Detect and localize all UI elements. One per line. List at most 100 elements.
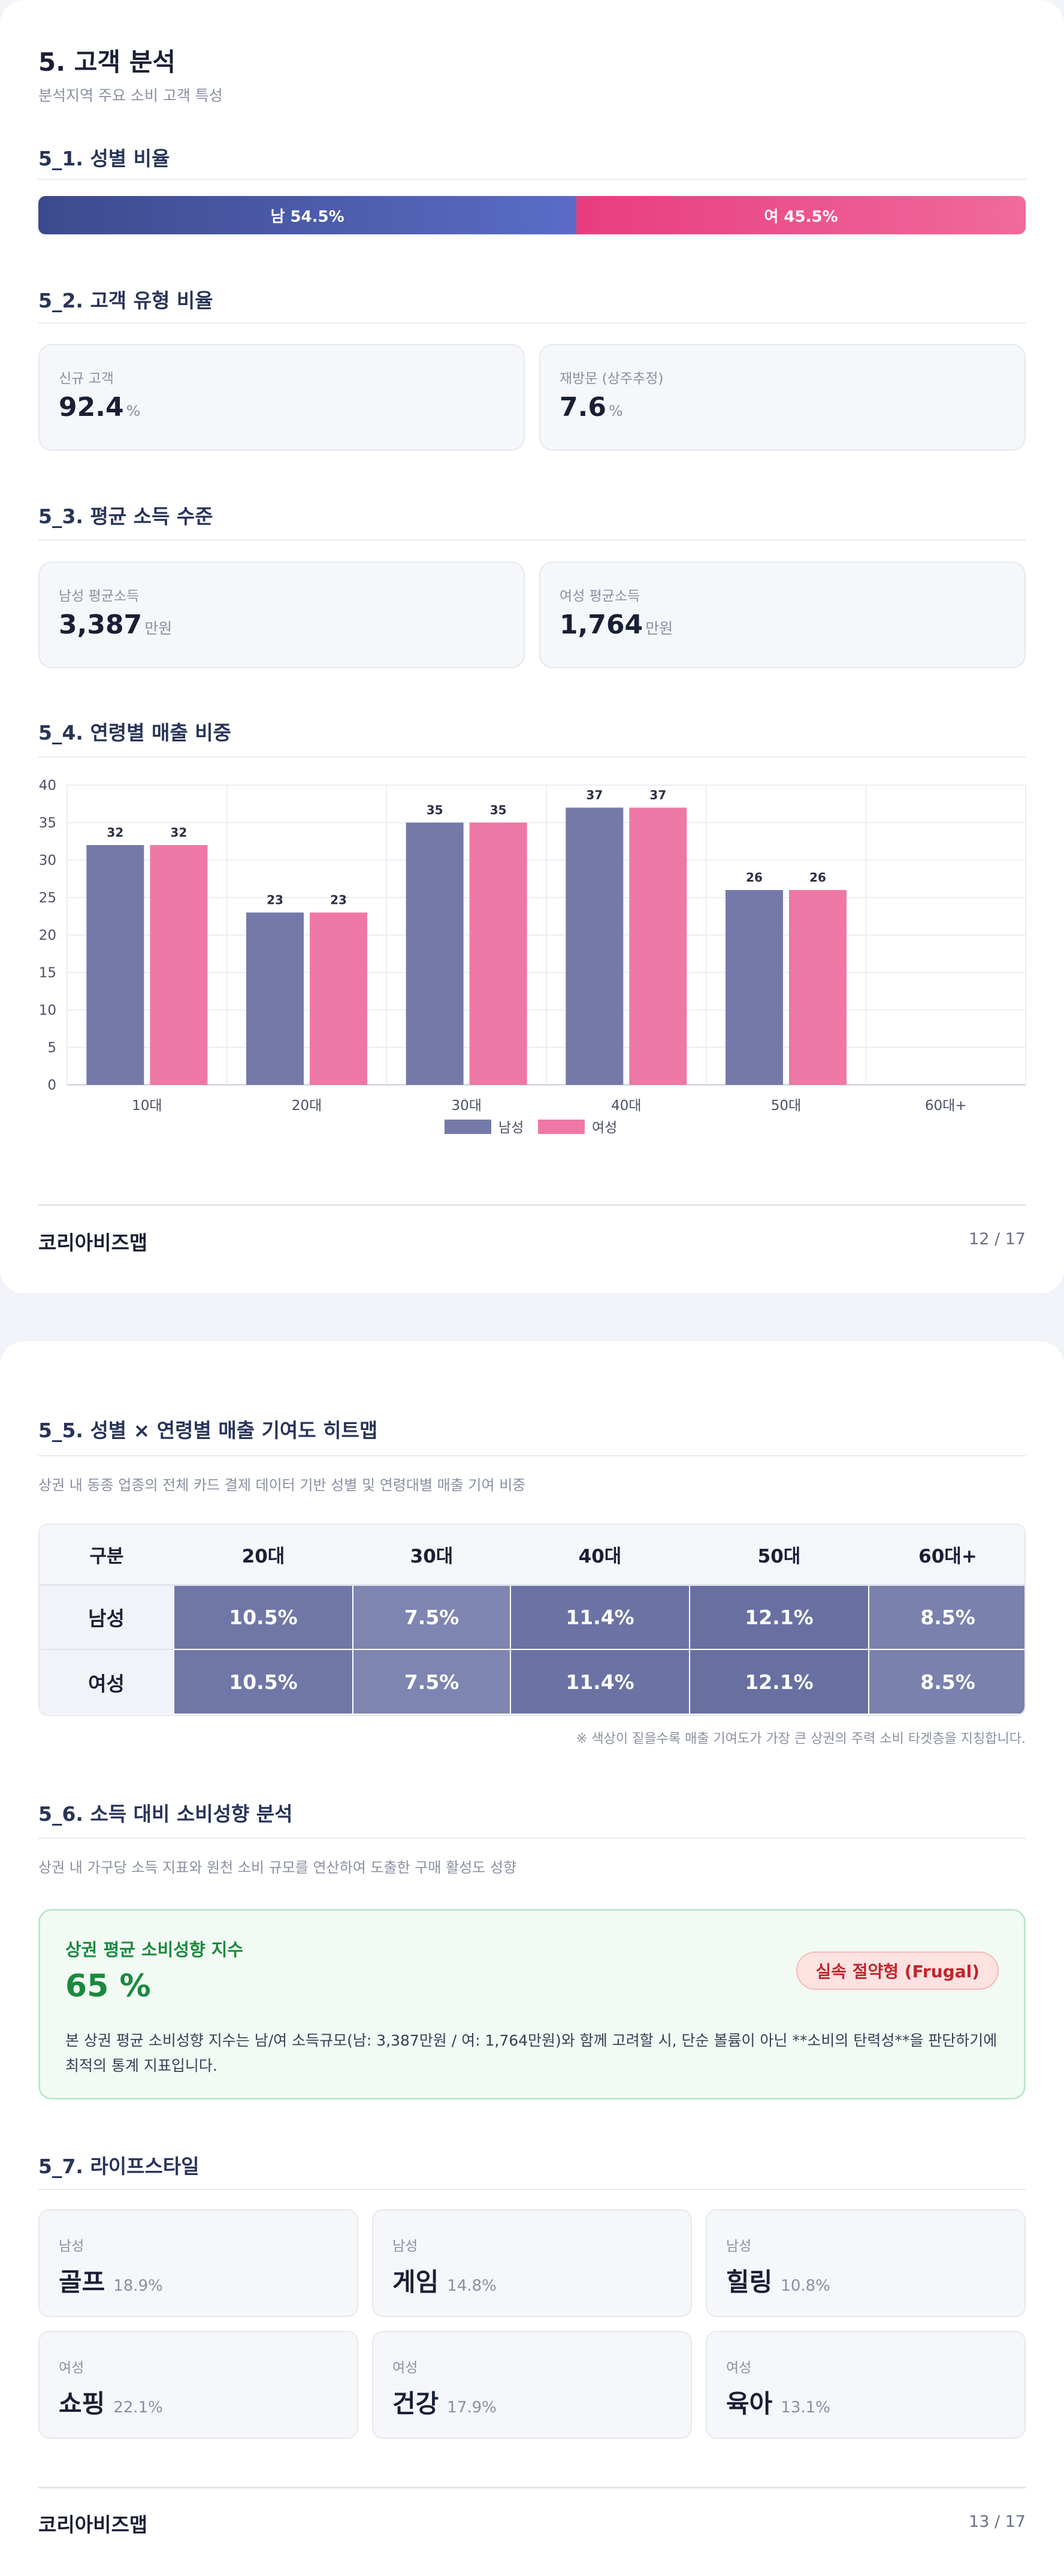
return-customer-value: 7.6% bbox=[560, 392, 623, 423]
lifestyle-name: 육아 13.1% bbox=[726, 2389, 830, 2418]
bar-female bbox=[469, 822, 527, 1085]
heatmap-cell: 8.5% bbox=[868, 1649, 1024, 1715]
bar-male bbox=[406, 822, 464, 1085]
y-tick-label: 5 bbox=[47, 1040, 56, 1056]
new-customer-label: 신규 고객 bbox=[59, 371, 114, 387]
male-income-card: 남성 평균소득 3,387 만원 bbox=[38, 562, 525, 668]
propensity-value: 65 % bbox=[65, 1968, 151, 2004]
age-sales-chart: 0 5 10 15 20 25 30 35 40 32 32 10대 23 23 20대 35 35 30대 37 3… bbox=[39, 778, 1026, 1136]
page-title: 5. 고객 분석 bbox=[38, 47, 176, 77]
lifestyle-gender: 여성 bbox=[392, 2360, 418, 2376]
lifestyle-name: 골프 18.9% bbox=[59, 2267, 163, 2297]
section-divider bbox=[38, 322, 1026, 324]
new-customer-card: 신규 고객 92.4% bbox=[38, 344, 525, 451]
y-tick-label: 35 bbox=[39, 816, 56, 831]
legend-label: 남성 bbox=[498, 1120, 524, 1136]
propensity-card-title: 상권 평균 소비성향 지수 bbox=[65, 1939, 244, 1960]
lifestyle-gender: 여성 bbox=[726, 2360, 752, 2376]
heatmap-header-label: 구분 bbox=[40, 1525, 174, 1586]
male-income-label: 남성 평균소득 bbox=[59, 589, 140, 604]
heatmap-cell: 12.1% bbox=[689, 1649, 869, 1715]
lifestyle-name: 힐링 10.8% bbox=[726, 2267, 830, 2297]
heatmap-title: 5_5. 성별 × 연령별 매출 기여도 히트맵 bbox=[38, 1419, 378, 1442]
lifestyle-title: 5_7. 라이프스타일 bbox=[38, 2155, 200, 2178]
bar-data-label: 35 bbox=[490, 803, 507, 818]
bar-data-label: 32 bbox=[170, 825, 187, 840]
lifestyle-card: 남성 게임 14.8% bbox=[372, 2209, 692, 2317]
bar-female bbox=[789, 890, 847, 1085]
footer-brand: 코리아비즈맵 bbox=[38, 2513, 148, 2536]
y-tick-label: 15 bbox=[39, 966, 56, 981]
legend-label: 여성 bbox=[592, 1120, 617, 1136]
male-income-value: 3,387 만원 bbox=[59, 610, 173, 640]
legend-swatch bbox=[445, 1120, 491, 1134]
bar-data-label: 23 bbox=[267, 893, 283, 907]
lifestyle-gender: 남성 bbox=[59, 2239, 84, 2254]
income-title: 5_3. 평균 소득 수준 bbox=[38, 505, 213, 528]
section-divider bbox=[38, 1455, 1026, 1456]
bar-female bbox=[150, 845, 208, 1085]
heatmap-row-female: 여성 10.5% 7.5% 11.4% 12.1% 8.5% bbox=[40, 1649, 1024, 1715]
report-page-12: 5. 고객 분석 분석지역 주요 소비 고객 특성 5_1. 성별 비율 남 5… bbox=[0, 0, 1064, 1293]
y-tick-label: 40 bbox=[39, 778, 56, 794]
bar-data-label: 37 bbox=[649, 788, 666, 803]
y-tick-label: 30 bbox=[39, 853, 56, 868]
lifestyle-card: 남성 골프 18.9% bbox=[38, 2209, 358, 2317]
page-number: 12 / 17 bbox=[969, 1230, 1026, 1248]
bar-male bbox=[566, 807, 624, 1085]
bar-data-label: 35 bbox=[427, 803, 443, 818]
page-subtitle: 분석지역 주요 소비 고객 특성 bbox=[38, 87, 223, 104]
heatmap-row-label: 여성 bbox=[40, 1649, 174, 1714]
bar-data-label: 32 bbox=[107, 825, 123, 840]
bar-male bbox=[246, 912, 304, 1085]
lifestyle-gender: 남성 bbox=[392, 2239, 418, 2254]
heatmap-col-header: 40대 bbox=[510, 1525, 690, 1586]
page-number: 13 / 17 bbox=[969, 2512, 1026, 2531]
female-income-value: 1,764 만원 bbox=[560, 610, 673, 640]
heatmap-cell: 8.5% bbox=[868, 1584, 1024, 1650]
section-divider bbox=[38, 179, 1026, 180]
footer-divider bbox=[38, 2487, 1026, 2488]
bar-male bbox=[86, 845, 144, 1085]
legend-swatch bbox=[538, 1120, 585, 1134]
bar-data-label: 23 bbox=[330, 893, 347, 907]
propensity-title: 5_6. 소득 대비 소비성향 분석 bbox=[38, 1802, 293, 1826]
lifestyle-pct: 18.9% bbox=[113, 2277, 163, 2295]
section-divider bbox=[38, 2189, 1026, 2190]
section-divider bbox=[38, 1838, 1026, 1839]
heatmap-col-header: 50대 bbox=[690, 1525, 869, 1586]
age-sales-title: 5_4. 연령별 매출 비중 bbox=[38, 721, 231, 744]
lifestyle-pct: 10.8% bbox=[781, 2277, 830, 2295]
heatmap-cell: 12.1% bbox=[689, 1584, 869, 1650]
section-divider bbox=[38, 756, 1026, 758]
heatmap-cell: 10.5% bbox=[173, 1649, 353, 1715]
heatmap-col-header: 60대+ bbox=[869, 1525, 1024, 1586]
gender-ratio-title: 5_1. 성별 비율 bbox=[38, 147, 170, 170]
footer-divider bbox=[38, 1204, 1026, 1206]
female-ratio-segment: 여 45.5% bbox=[576, 196, 1026, 234]
x-tick-label: 60대+ bbox=[925, 1098, 967, 1114]
x-tick-label: 50대 bbox=[771, 1098, 801, 1114]
heatmap-note: ※ 색상이 짙을수록 매출 기여도가 가장 큰 상권의 주력 소비 타겟층을 지… bbox=[576, 1732, 1026, 1747]
gender-age-heatmap: 구분 20대 30대 40대 50대 60대+ 남성 10.5% 7.5% 11… bbox=[38, 1524, 1026, 1716]
y-tick-label: 20 bbox=[39, 928, 56, 943]
female-income-label: 여성 평균소득 bbox=[560, 589, 640, 604]
bar-female bbox=[310, 912, 367, 1085]
x-tick-label: 30대 bbox=[451, 1098, 481, 1114]
lifestyle-gender: 남성 bbox=[726, 2239, 752, 2254]
x-tick-label: 40대 bbox=[611, 1098, 641, 1114]
lifestyle-name: 게임 14.8% bbox=[392, 2267, 497, 2297]
gender-ratio-bar: 남 54.5% 여 45.5% bbox=[38, 196, 1026, 234]
bar-data-label: 26 bbox=[809, 870, 826, 885]
male-ratio-segment: 남 54.5% bbox=[38, 196, 577, 234]
lifestyle-name: 쇼핑 22.1% bbox=[59, 2389, 163, 2418]
y-tick-label: 25 bbox=[39, 891, 56, 906]
x-tick-label: 10대 bbox=[132, 1098, 162, 1114]
heatmap-cell: 7.5% bbox=[352, 1584, 511, 1650]
y-tick-label: 0 bbox=[47, 1078, 56, 1093]
heatmap-col-header: 20대 bbox=[174, 1525, 353, 1586]
lifestyle-name: 건강 17.9% bbox=[392, 2389, 497, 2418]
heatmap-description: 상권 내 동종 업종의 전체 카드 결제 데이터 기반 성별 및 연령대별 매출… bbox=[38, 1477, 526, 1494]
lifestyle-card: 남성 힐링 10.8% bbox=[706, 2209, 1026, 2317]
heatmap-row-male: 남성 10.5% 7.5% 11.4% 12.1% 8.5% bbox=[40, 1584, 1024, 1650]
